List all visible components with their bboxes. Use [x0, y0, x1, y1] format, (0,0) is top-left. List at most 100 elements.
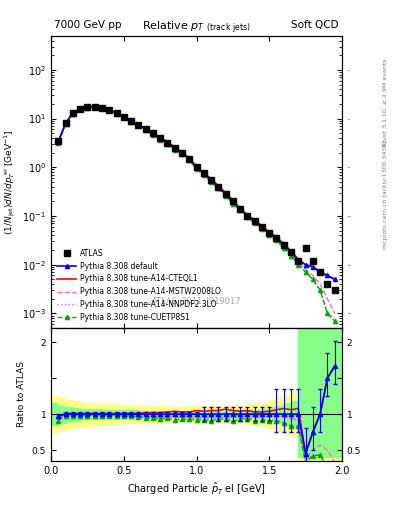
ATLAS	[187, 156, 192, 162]
Pythia 8.308 tune-A14-NNPDF2.3LO	[165, 140, 170, 146]
Pythia 8.308 default	[71, 110, 75, 116]
Pythia 8.308 tune-CUETP8S1	[310, 276, 315, 283]
Pythia 8.308 tune-A14-CTEQL1	[310, 264, 315, 270]
Pythia 8.308 tune-A14-MSTW2008LO	[332, 310, 337, 316]
Pythia 8.308 tune-CUETP8S1	[260, 225, 264, 231]
ATLAS	[216, 184, 221, 190]
Pythia 8.308 tune-A14-NNPDF2.3LO	[158, 136, 163, 142]
Pythia 8.308 tune-A14-NNPDF2.3LO	[180, 151, 184, 157]
Pythia 8.308 tune-A14-NNPDF2.3LO	[252, 219, 257, 225]
Pythia 8.308 tune-A14-MSTW2008LO	[267, 231, 272, 237]
Pythia 8.308 tune-A14-MSTW2008LO	[216, 185, 221, 191]
Pythia 8.308 tune-A14-NNPDF2.3LO	[281, 242, 286, 248]
Pythia 8.308 tune-A14-CTEQL1	[303, 262, 308, 268]
Pythia 8.308 tune-A14-CTEQL1	[325, 272, 330, 279]
Pythia 8.308 tune-A14-CTEQL1	[267, 229, 272, 235]
ATLAS	[129, 118, 134, 124]
ATLAS	[260, 224, 264, 230]
Pythia 8.308 tune-CUETP8S1	[78, 106, 83, 112]
Pythia 8.308 tune-A14-NNPDF2.3LO	[100, 105, 105, 111]
Pythia 8.308 tune-A14-NNPDF2.3LO	[114, 110, 119, 116]
Pythia 8.308 tune-A14-CTEQL1	[173, 144, 177, 150]
Pythia 8.308 tune-A14-CTEQL1	[274, 234, 279, 240]
Pythia 8.308 tune-A14-CTEQL1	[143, 126, 148, 132]
Pythia 8.308 tune-A14-MSTW2008LO	[245, 214, 250, 220]
Pythia 8.308 tune-A14-MSTW2008LO	[310, 272, 315, 279]
Pythia 8.308 tune-A14-MSTW2008LO	[260, 224, 264, 230]
ATLAS	[332, 287, 337, 293]
Text: Rivet 3.1.10, ≥ 2.9M events: Rivet 3.1.10, ≥ 2.9M events	[383, 58, 387, 146]
Pythia 8.308 tune-A14-CTEQL1	[202, 169, 206, 176]
Pythia 8.308 tune-A14-CTEQL1	[180, 149, 184, 155]
ATLAS	[296, 258, 301, 264]
Pythia 8.308 tune-A14-MSTW2008LO	[78, 106, 83, 112]
ATLAS	[114, 110, 119, 116]
ATLAS	[223, 191, 228, 197]
Pythia 8.308 tune-A14-CTEQL1	[71, 110, 75, 116]
Pythia 8.308 tune-CUETP8S1	[173, 146, 177, 153]
Pythia 8.308 tune-A14-MSTW2008LO	[180, 151, 184, 157]
Pythia 8.308 default	[129, 118, 134, 124]
Pythia 8.308 tune-A14-NNPDF2.3LO	[194, 165, 199, 172]
Pythia 8.308 tune-A14-NNPDF2.3LO	[223, 191, 228, 197]
Pythia 8.308 default	[136, 121, 141, 127]
Pythia 8.308 tune-A14-CTEQL1	[289, 248, 294, 254]
Pythia 8.308 tune-A14-MSTW2008LO	[92, 104, 97, 110]
Pythia 8.308 tune-CUETP8S1	[92, 104, 97, 110]
ATLAS	[63, 120, 68, 126]
ATLAS	[194, 164, 199, 170]
Pythia 8.308 tune-A14-MSTW2008LO	[158, 136, 163, 142]
Pythia 8.308 default	[194, 164, 199, 170]
Pythia 8.308 tune-A14-NNPDF2.3LO	[187, 156, 192, 162]
Pythia 8.308 tune-A14-NNPDF2.3LO	[216, 184, 221, 190]
ATLAS	[107, 107, 112, 113]
Pythia 8.308 tune-A14-CTEQL1	[209, 176, 213, 182]
Pythia 8.308 tune-A14-NNPDF2.3LO	[310, 276, 315, 283]
Pythia 8.308 default	[245, 213, 250, 219]
ATLAS	[274, 235, 279, 241]
Text: mcplots.cern.ch [arXiv:1306.3436]: mcplots.cern.ch [arXiv:1306.3436]	[383, 140, 387, 249]
Pythia 8.308 tune-A14-NNPDF2.3LO	[202, 171, 206, 177]
Pythia 8.308 tune-CUETP8S1	[223, 193, 228, 199]
Pythia 8.308 tune-A14-CTEQL1	[121, 113, 126, 119]
ATLAS	[121, 114, 126, 120]
Pythia 8.308 tune-A14-CTEQL1	[63, 120, 68, 126]
Pythia 8.308 tune-CUETP8S1	[267, 232, 272, 238]
Pythia 8.308 default	[92, 103, 97, 110]
Pythia 8.308 default	[173, 145, 177, 151]
Pythia 8.308 tune-A14-CTEQL1	[223, 189, 228, 196]
Pythia 8.308 default	[289, 249, 294, 255]
Pythia 8.308 tune-CUETP8S1	[143, 127, 148, 134]
Pythia 8.308 tune-CUETP8S1	[332, 318, 337, 324]
Pythia 8.308 tune-CUETP8S1	[318, 287, 323, 293]
Pythia 8.308 tune-A14-NNPDF2.3LO	[71, 110, 75, 116]
Pythia 8.308 tune-A14-NNPDF2.3LO	[260, 224, 264, 230]
ATLAS	[303, 245, 308, 251]
Pythia 8.308 default	[332, 276, 337, 283]
Pythia 8.308 tune-A14-CTEQL1	[252, 217, 257, 223]
Pythia 8.308 default	[121, 114, 126, 120]
Pythia 8.308 tune-CUETP8S1	[325, 310, 330, 316]
ATLAS	[173, 145, 177, 151]
Pythia 8.308 tune-A14-MSTW2008LO	[143, 127, 148, 133]
Pythia 8.308 tune-A14-NNPDF2.3LO	[289, 250, 294, 257]
Pythia 8.308 tune-CUETP8S1	[296, 262, 301, 268]
Pythia 8.308 tune-A14-MSTW2008LO	[165, 140, 170, 146]
ATLAS	[202, 170, 206, 177]
Pythia 8.308 default	[238, 206, 242, 212]
ATLAS	[151, 130, 155, 136]
Pythia 8.308 tune-CUETP8S1	[71, 111, 75, 117]
Pythia 8.308 default	[100, 105, 105, 111]
Pythia 8.308 tune-A14-NNPDF2.3LO	[209, 178, 213, 184]
ATLAS	[281, 242, 286, 248]
Pythia 8.308 default	[216, 184, 221, 190]
Pythia 8.308 tune-A14-CTEQL1	[78, 105, 83, 112]
Pythia 8.308 tune-A14-MSTW2008LO	[194, 165, 199, 172]
Pythia 8.308 tune-A14-CTEQL1	[92, 103, 97, 110]
Pythia 8.308 tune-CUETP8S1	[209, 179, 213, 185]
Pythia 8.308 default	[151, 130, 155, 136]
Pythia 8.308 default	[114, 110, 119, 116]
Pythia 8.308 tune-A14-CTEQL1	[231, 197, 235, 203]
Text: Soft QCD: Soft QCD	[291, 20, 339, 30]
ATLAS	[289, 249, 294, 255]
